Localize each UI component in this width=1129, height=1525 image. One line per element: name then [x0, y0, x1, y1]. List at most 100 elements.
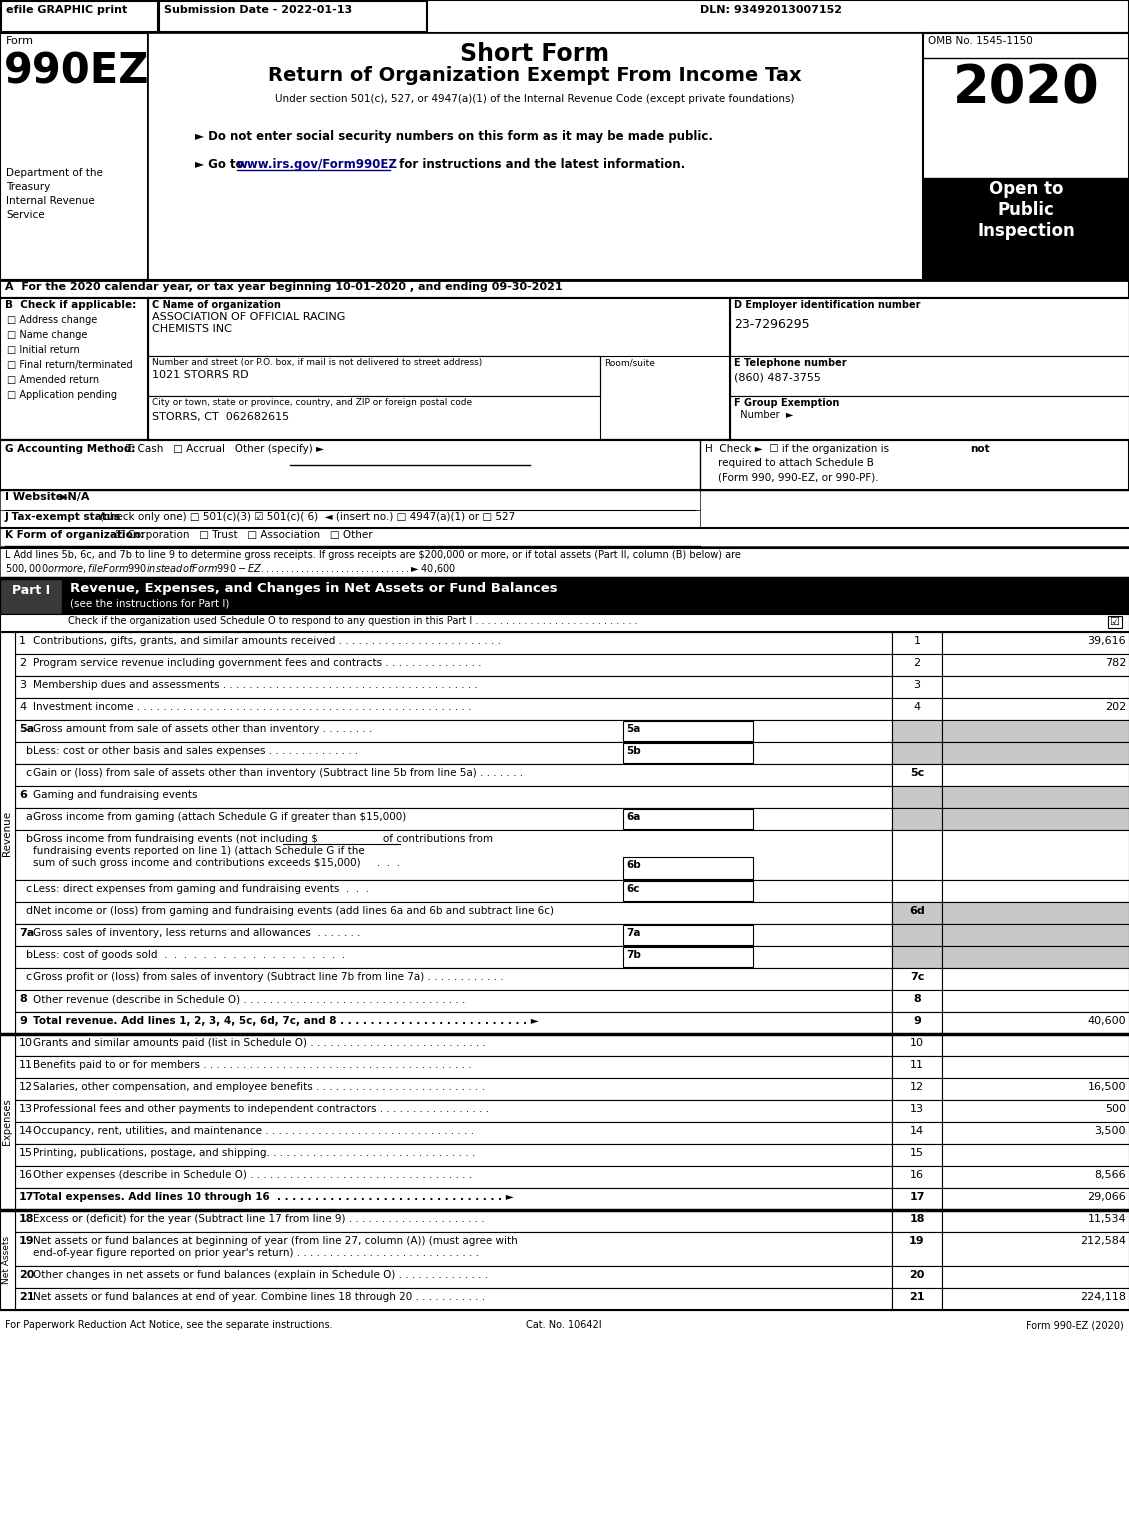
Text: 2: 2 — [19, 657, 26, 668]
Bar — [892, 1188, 942, 1209]
Text: 2: 2 — [913, 657, 920, 668]
Text: □ Initial return: □ Initial return — [7, 345, 80, 355]
Text: end-of-year figure reported on prior year's return) . . . . . . . . . . . . . . : end-of-year figure reported on prior yea… — [33, 1247, 479, 1258]
Text: 5a: 5a — [625, 724, 640, 734]
Text: 5b: 5b — [625, 746, 641, 756]
Text: (Form 990, 990-EZ, or 990-PF).: (Form 990, 990-EZ, or 990-PF). — [704, 473, 878, 482]
Text: Net assets or fund balances at beginning of year (from line 27, column (A)) (mus: Net assets or fund balances at beginning… — [33, 1235, 518, 1246]
Bar — [159, 2, 427, 32]
Text: Investment income . . . . . . . . . . . . . . . . . . . . . . . . . . . . . . . : Investment income . . . . . . . . . . . … — [33, 702, 472, 712]
Text: 4: 4 — [19, 702, 26, 712]
Text: 11: 11 — [19, 1060, 33, 1071]
Text: A  For the 2020 calendar year, or tax year beginning 10-01-2020 , and ending 09-: A For the 2020 calendar year, or tax yea… — [5, 282, 562, 291]
Bar — [892, 654, 942, 676]
Text: 14: 14 — [910, 1125, 924, 1136]
Bar — [1108, 616, 1122, 628]
Text: 3,500: 3,500 — [1094, 1125, 1126, 1136]
Text: 12: 12 — [19, 1083, 33, 1092]
Bar — [15, 901, 892, 924]
Text: (see the instructions for Part I): (see the instructions for Part I) — [70, 598, 229, 608]
Bar — [15, 946, 892, 968]
Bar — [0, 281, 1129, 297]
Text: K Form of organization:: K Form of organization: — [5, 531, 145, 540]
Bar — [0, 578, 1129, 615]
Bar — [15, 1034, 892, 1055]
Bar — [942, 698, 1129, 720]
Text: ► Do not enter social security numbers on this form as it may be made public.: ► Do not enter social security numbers o… — [195, 130, 714, 143]
Text: ► Go to: ► Go to — [195, 159, 247, 171]
Text: Under section 501(c), 527, or 4947(a)(1) of the Internal Revenue Code (except pr: Under section 501(c), 527, or 4947(a)(1)… — [275, 95, 795, 104]
Bar — [15, 720, 892, 743]
Text: Gross income from fundraising events (not including $                    of cont: Gross income from fundraising events (no… — [33, 834, 493, 843]
Text: Form: Form — [6, 37, 34, 46]
Bar — [0, 615, 1129, 631]
Text: Check if the organization used Schedule O to respond to any question in this Par: Check if the organization used Schedule … — [68, 616, 638, 625]
Text: ASSOCIATION OF OFFICIAL RACING: ASSOCIATION OF OFFICIAL RACING — [152, 313, 345, 322]
Text: Total revenue. Add lines 1, 2, 3, 4, 5c, 6d, 7c, and 8 . . . . . . . . . . . . .: Total revenue. Add lines 1, 2, 3, 4, 5c,… — [33, 1016, 539, 1026]
Bar — [15, 654, 892, 676]
Text: I Website:: I Website: — [5, 493, 71, 502]
Text: (check only one) □ 501(c)(3) ☑ 501(c)( 6)  ◄ (insert no.) □ 4947(a)(1) or □ 527: (check only one) □ 501(c)(3) ☑ 501(c)( 6… — [100, 512, 515, 522]
Text: 8,566: 8,566 — [1094, 1170, 1126, 1180]
Bar — [0, 1209, 15, 1310]
Text: 7a: 7a — [625, 929, 640, 938]
Bar — [942, 1122, 1129, 1144]
Text: 7a: 7a — [19, 929, 34, 938]
Text: 11: 11 — [910, 1060, 924, 1071]
Bar — [942, 654, 1129, 676]
Text: E Telephone number: E Telephone number — [734, 358, 847, 368]
Bar — [942, 1232, 1129, 1266]
Text: Other revenue (describe in Schedule O) . . . . . . . . . . . . . . . . . . . . .: Other revenue (describe in Schedule O) .… — [33, 994, 465, 1003]
Text: □ Name change: □ Name change — [7, 329, 87, 340]
Text: 6d: 6d — [909, 906, 925, 917]
Bar — [942, 946, 1129, 968]
Bar — [892, 808, 942, 830]
Bar — [942, 1188, 1129, 1209]
Bar — [148, 396, 599, 441]
Bar — [730, 396, 1129, 441]
Bar — [942, 631, 1129, 654]
Bar — [924, 34, 1129, 281]
Bar — [892, 946, 942, 968]
Bar — [0, 1034, 15, 1209]
Text: □ Application pending: □ Application pending — [7, 390, 117, 400]
Bar — [942, 720, 1129, 743]
Text: 2020: 2020 — [953, 63, 1100, 114]
Bar — [15, 1100, 892, 1122]
Text: 8: 8 — [913, 994, 921, 1003]
Text: Total expenses. Add lines 10 through 16  . . . . . . . . . . . . . . . . . . . .: Total expenses. Add lines 10 through 16 … — [33, 1193, 514, 1202]
Text: fundraising events reported on line 1) (attach Schedule G if the: fundraising events reported on line 1) (… — [33, 846, 365, 856]
Text: b: b — [19, 746, 33, 756]
Text: For Paperwork Reduction Act Notice, see the separate instructions.: For Paperwork Reduction Act Notice, see … — [5, 1321, 333, 1330]
Text: Gross amount from sale of assets other than inventory . . . . . . . .: Gross amount from sale of assets other t… — [33, 724, 373, 734]
Text: d: d — [19, 906, 33, 917]
Text: 29,066: 29,066 — [1087, 1193, 1126, 1202]
Text: 17: 17 — [19, 1193, 35, 1202]
Text: Treasury: Treasury — [6, 181, 51, 192]
Text: 40,600: 40,600 — [1087, 1016, 1126, 1026]
Text: Less: direct expenses from gaming and fundraising events  .  .  .: Less: direct expenses from gaming and fu… — [33, 884, 369, 894]
Text: required to attach Schedule B: required to attach Schedule B — [704, 458, 874, 468]
Text: Internal Revenue: Internal Revenue — [6, 197, 95, 206]
Bar — [148, 355, 599, 397]
Bar — [892, 924, 942, 946]
Bar — [892, 990, 942, 1013]
Text: City or town, state or province, country, and ZIP or foreign postal code: City or town, state or province, country… — [152, 398, 472, 407]
Text: c: c — [19, 971, 32, 982]
Text: www.irs.gov/Form990EZ: www.irs.gov/Form990EZ — [237, 159, 397, 171]
Text: Professional fees and other payments to independent contractors . . . . . . . . : Professional fees and other payments to … — [33, 1104, 489, 1113]
Bar — [623, 743, 753, 762]
Text: 6a: 6a — [625, 811, 640, 822]
Text: a: a — [19, 811, 33, 822]
Text: c: c — [19, 884, 32, 894]
Text: 212,584: 212,584 — [1080, 1235, 1126, 1246]
Text: G Accounting Method:: G Accounting Method: — [5, 444, 135, 454]
Bar — [892, 1100, 942, 1122]
Text: STORRS, CT  062682615: STORRS, CT 062682615 — [152, 412, 289, 422]
Bar — [623, 947, 753, 967]
Text: Expenses: Expenses — [2, 1098, 12, 1145]
Bar — [892, 1289, 942, 1310]
Text: 5c: 5c — [910, 769, 925, 778]
Text: b: b — [19, 950, 33, 961]
Bar — [15, 1266, 892, 1289]
